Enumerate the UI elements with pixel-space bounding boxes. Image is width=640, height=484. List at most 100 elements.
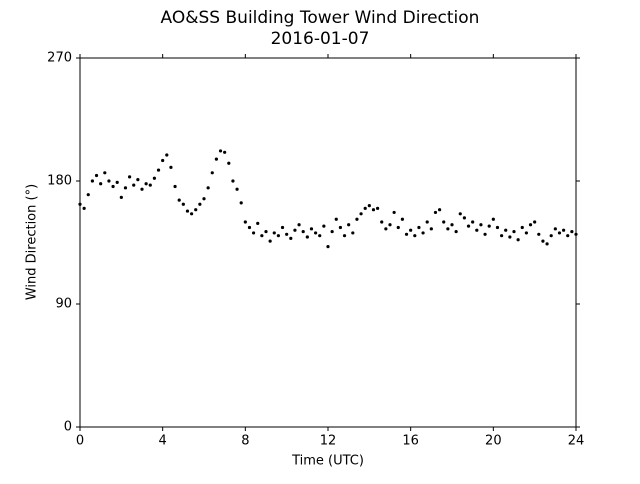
- data-point: [528, 223, 533, 227]
- data-point: [553, 227, 557, 231]
- data-point: [260, 234, 264, 238]
- data-point: [471, 220, 475, 224]
- data-point: [359, 212, 363, 216]
- y-tick-label: 90: [55, 297, 72, 312]
- data-point: [185, 209, 190, 213]
- data-point: [78, 202, 82, 206]
- data-point: [487, 224, 491, 228]
- x-tick-label: 16: [402, 434, 419, 449]
- data-point: [169, 165, 173, 169]
- data-point: [545, 242, 549, 246]
- x-tick-label: 24: [568, 434, 585, 449]
- data-point: [520, 225, 524, 230]
- data-point: [504, 228, 508, 232]
- plot-frame: [79, 57, 577, 428]
- data-point: [165, 153, 169, 157]
- data-point: [342, 234, 347, 238]
- data-point: [574, 232, 578, 236]
- data-point: [206, 186, 210, 190]
- chart-subtitle: 2016-01-07: [271, 29, 370, 49]
- data-point: [500, 234, 504, 238]
- data-point: [413, 234, 417, 238]
- data-point: [562, 228, 566, 232]
- data-point: [442, 220, 446, 224]
- data-point: [367, 204, 371, 208]
- data-point: [322, 224, 326, 228]
- y-tick-label: 0: [64, 420, 72, 435]
- y-tick-label: 180: [47, 174, 72, 189]
- data-point: [454, 229, 458, 234]
- data-point: [243, 220, 247, 224]
- chart-title: AO&SS Building Tower Wind Direction: [161, 8, 480, 28]
- data-point: [156, 168, 161, 172]
- data-point: [338, 225, 342, 230]
- data-point: [458, 212, 462, 216]
- data-point: [297, 223, 301, 227]
- data-point: [479, 223, 483, 227]
- data-point: [376, 206, 380, 210]
- data-point: [152, 176, 156, 180]
- data-point: [90, 179, 94, 183]
- data-point: [388, 223, 392, 227]
- data-point: [425, 220, 429, 224]
- data-point: [239, 201, 243, 205]
- data-point: [223, 150, 227, 154]
- data-point: [280, 225, 285, 230]
- data-point: [82, 206, 86, 210]
- data-point: [491, 217, 495, 221]
- data-point: [132, 183, 136, 187]
- data-point: [190, 212, 194, 216]
- data-point: [264, 229, 268, 234]
- data-point: [107, 179, 111, 183]
- x-tick-label: 0: [76, 434, 84, 449]
- data-point: [475, 228, 479, 232]
- data-point: [289, 236, 293, 240]
- data-point: [210, 171, 214, 175]
- data-point: [231, 179, 235, 183]
- data-point: [326, 245, 330, 249]
- data-point: [272, 231, 276, 235]
- data-point: [429, 227, 433, 231]
- data-point: [198, 202, 202, 206]
- data-point: [301, 229, 305, 234]
- data-point: [235, 187, 239, 191]
- data-point: [433, 210, 438, 215]
- data-point: [123, 186, 128, 190]
- data-point: [380, 220, 384, 224]
- data-point: [111, 184, 115, 189]
- x-tick-label: 4: [159, 434, 167, 449]
- data-point: [285, 232, 289, 236]
- data-point: [483, 232, 487, 236]
- x-tick-label: 8: [241, 434, 249, 449]
- data-point: [293, 228, 297, 232]
- data-point: [508, 235, 512, 239]
- data-point: [421, 231, 425, 235]
- x-tick-label: 12: [320, 434, 337, 449]
- data-point: [438, 208, 442, 212]
- data-point: [252, 231, 256, 235]
- data-point: [140, 187, 144, 191]
- data-point: [409, 228, 413, 232]
- data-point: [115, 180, 119, 184]
- data-point: [330, 229, 334, 234]
- data-point: [446, 227, 450, 231]
- data-point: [549, 234, 553, 238]
- data-point: [103, 171, 107, 175]
- data-point: [144, 182, 148, 186]
- data-point: [462, 216, 466, 220]
- x-axis-label: Time (UTC): [291, 454, 364, 469]
- data-point: [305, 235, 309, 239]
- data-point: [94, 173, 99, 178]
- data-point: [136, 178, 140, 182]
- data-point: [247, 225, 252, 230]
- data-point: [400, 217, 404, 221]
- data-point: [570, 229, 574, 234]
- data-point: [533, 220, 537, 224]
- data-point: [396, 225, 400, 230]
- data-point: [384, 227, 388, 231]
- data-point: [512, 229, 516, 234]
- data-point: [495, 225, 500, 230]
- data-point: [347, 223, 351, 227]
